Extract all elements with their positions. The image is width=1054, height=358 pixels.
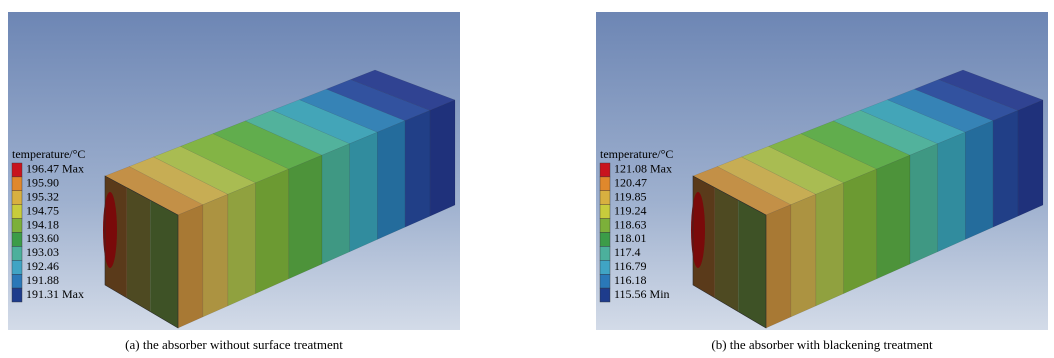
legend-label: 193.03 xyxy=(26,245,59,259)
legend-label: 196.47 Max xyxy=(26,162,84,176)
legend-label: 194.18 xyxy=(26,217,59,231)
legend-swatch xyxy=(600,177,610,191)
legend-swatch xyxy=(12,163,22,177)
legend-label: 192.46 xyxy=(26,259,59,273)
legend-swatch xyxy=(600,205,610,219)
figure: temperature/°C196.47 Max195.90195.32194.… xyxy=(0,0,1054,358)
legend-label: 117.4 xyxy=(614,245,641,259)
legend-swatch xyxy=(12,233,22,247)
legend-label: 120.47 xyxy=(614,176,647,190)
legend-label: 118.63 xyxy=(614,217,647,231)
legend-swatch xyxy=(12,288,22,302)
legend-swatch xyxy=(600,246,610,260)
legend-swatch xyxy=(600,163,610,177)
legend-label: 116.18 xyxy=(614,273,647,287)
legend-label: 121.08 Max xyxy=(614,162,672,176)
legend-label: 116.79 xyxy=(614,259,647,273)
legend-swatch xyxy=(12,191,22,205)
legend-swatch xyxy=(12,246,22,260)
legend-label: 118.01 xyxy=(614,231,647,245)
legend-swatch xyxy=(600,191,610,205)
legend-swatch xyxy=(12,274,22,288)
legend-swatch xyxy=(600,260,610,274)
legend-label: 119.85 xyxy=(614,190,647,204)
legend-label: 191.88 xyxy=(26,273,59,287)
legend-label: 193.60 xyxy=(26,231,59,245)
legend-label: 195.32 xyxy=(26,190,59,204)
legend-swatch xyxy=(12,219,22,233)
legend-swatch xyxy=(600,219,610,233)
front-face-band xyxy=(715,188,738,312)
legend-swatch xyxy=(12,177,22,191)
legend-label: 115.56 Min xyxy=(614,287,670,301)
legend-swatch xyxy=(12,205,22,219)
caption: (a) the absorber without surface treatme… xyxy=(125,337,343,352)
legend-swatch xyxy=(600,233,610,247)
legend-label: 194.75 xyxy=(26,203,59,217)
front-face-band xyxy=(127,188,150,312)
legend-swatch xyxy=(600,274,610,288)
legend-swatch xyxy=(600,288,610,302)
legend-swatch xyxy=(12,260,22,274)
legend-label: 191.31 Max xyxy=(26,287,84,301)
legend-title: temperature/°C xyxy=(12,147,85,161)
caption: (b) the absorber with blackening treatme… xyxy=(711,337,933,352)
front-face-band xyxy=(150,200,178,328)
legend-label: 119.24 xyxy=(614,203,647,217)
legend-title: temperature/°C xyxy=(600,147,673,161)
legend-label: 195.90 xyxy=(26,176,59,190)
front-face-band xyxy=(738,200,766,328)
